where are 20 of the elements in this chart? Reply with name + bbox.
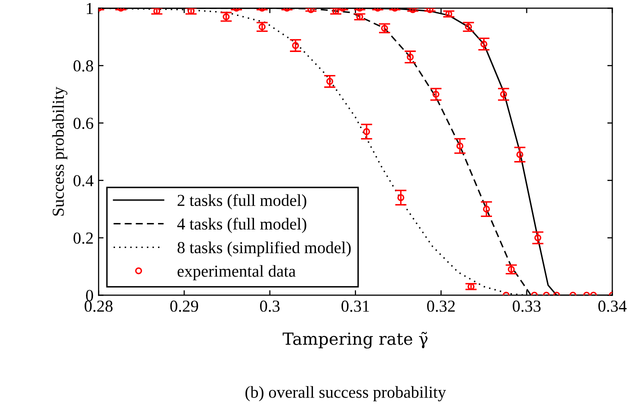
y-axis-title: Success probability — [52, 86, 68, 216]
y-tick-label: 0 — [86, 290, 94, 302]
y-tick-label: 1 — [86, 2, 93, 14]
legend-label: 2 tasks (full model) — [178, 194, 306, 210]
x-tick-label: 0.34 — [598, 300, 627, 312]
legend-label: experimental data — [178, 265, 296, 280]
y-tick-label: 0.2 — [74, 232, 93, 244]
x-tick-label: 0.29 — [170, 300, 198, 312]
x-tick-label: 0.33 — [512, 300, 541, 312]
text: (b) overall success probability — [245, 386, 446, 402]
y-tick-label: 0.8 — [74, 60, 94, 72]
legend-label: 8 tasks (simplified model) — [178, 241, 351, 257]
y-tick-label: 0.6 — [74, 118, 94, 130]
x-tick-label: 0.31 — [342, 300, 370, 312]
y-tick-label: 0.4 — [74, 175, 94, 186]
x-axis-title: Tampering rate γ̃ — [282, 332, 428, 348]
x-tick-label: 0.3 — [260, 300, 280, 312]
legend-label: 4 tasks (full model) — [177, 218, 306, 234]
x-tick-label: 0.32 — [427, 300, 455, 312]
x-tick-label: 0.28 — [84, 300, 113, 312]
